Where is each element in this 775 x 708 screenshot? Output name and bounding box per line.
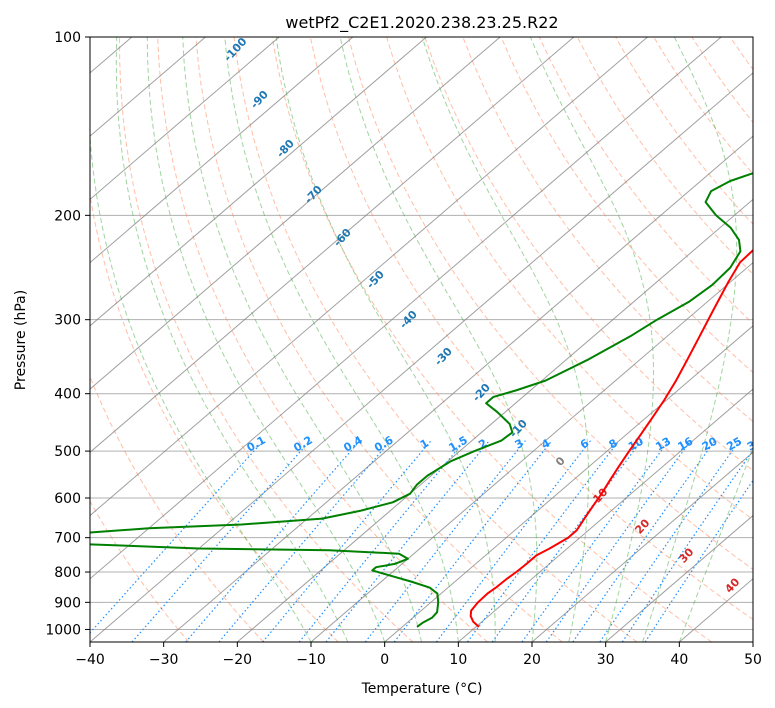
mixing-ratio-line	[298, 440, 466, 642]
mixing-ratio-line	[467, 440, 620, 642]
mixing-ratio-line	[572, 440, 716, 642]
isotherm-line	[90, 72, 753, 642]
plot-background	[90, 37, 753, 642]
x-tick-label: −40	[75, 652, 105, 668]
dry-adiabat-line	[90, 192, 339, 642]
dry-adiabat-line	[424, 37, 753, 472]
plot-frame	[89, 36, 754, 643]
x-axis-ticks: −40 −30 −20 −10 0 10 20 30 40 50	[75, 642, 762, 668]
dewpoint-profile-line	[90, 172, 753, 628]
y-tick-label: 400	[54, 387, 81, 403]
moist-adiabat-line	[642, 37, 738, 642]
isotherm-line	[458, 388, 753, 642]
x-tick-label: 30	[597, 652, 615, 668]
isotherm-line	[531, 451, 753, 642]
isotherm-line	[384, 325, 753, 642]
y-tick-label: 600	[54, 491, 81, 507]
moist-adiabat-line	[678, 446, 753, 642]
y-axis-label: Pressure (hPa)	[13, 290, 29, 390]
x-tick-label: 10	[449, 652, 467, 668]
x-tick-label: −20	[223, 652, 253, 668]
x-axis-label: Temperature (°C)	[361, 681, 483, 697]
y-tick-label: 500	[54, 444, 81, 460]
isotherm-line	[163, 135, 753, 642]
moist-adiabat-line	[224, 37, 459, 642]
moist-adiabat-line	[275, 37, 496, 642]
mixing-ratio-line	[90, 440, 264, 634]
x-tick-label: 0	[380, 652, 389, 668]
moist-adiabat-line	[115, 37, 349, 642]
dry-adiabat-line	[233, 37, 638, 642]
x-tick-label: 50	[744, 652, 762, 668]
moist-adiabat-line	[146, 37, 386, 642]
profile-lines	[90, 172, 753, 628]
moist-adiabat-line	[182, 37, 422, 642]
isotherm-line	[237, 198, 753, 642]
y-tick-label: 1000	[45, 622, 81, 638]
isotherm-line	[90, 37, 354, 264]
isotherm-line	[90, 37, 648, 517]
x-tick-label: −10	[296, 652, 326, 668]
isotherm-line	[90, 37, 427, 327]
isotherm-line	[605, 514, 753, 642]
mixing-ratio-line	[393, 440, 553, 642]
y-tick-label: 800	[54, 565, 81, 581]
isotherm-line	[90, 37, 575, 453]
isotherm-line	[310, 261, 753, 642]
moist-adiabat-line	[421, 37, 589, 642]
mixing-ratio-line	[185, 440, 361, 642]
dry-adiabat-line	[90, 375, 264, 642]
y-tick-label: 300	[54, 313, 81, 329]
y-tick-label: 100	[54, 30, 81, 46]
mixing-ratio-line	[621, 449, 753, 642]
dry-adiabat-line	[195, 37, 563, 642]
moist-adiabat-line	[529, 37, 654, 642]
isotherm-line	[90, 37, 501, 390]
temperature-profile-line	[469, 248, 753, 628]
dry-adiabat-line	[157, 37, 488, 642]
y-tick-label: 700	[54, 531, 81, 547]
x-tick-label: 20	[523, 652, 541, 668]
dry-adiabat-line	[500, 37, 753, 374]
mixing-ratio-line	[131, 440, 311, 642]
isotherm-line	[90, 37, 280, 201]
y-tick-label: 200	[54, 208, 81, 224]
mixing-ratio-label: 30	[745, 434, 765, 453]
isotherm-line	[90, 37, 722, 580]
mixing-ratio-line	[644, 479, 753, 642]
y-axis-ticks: 100 200 300 400 500 600 700 800 900 1000	[45, 30, 90, 638]
mixing-ratio-line	[521, 440, 670, 642]
y-tick-label: 900	[54, 595, 81, 611]
x-tick-label: 40	[670, 652, 688, 668]
chart-title: wetPf2_C2E1.2020.238.23.25.R22	[285, 13, 558, 33]
moist-adiabat-line	[339, 37, 538, 642]
x-tick-label: −30	[149, 652, 179, 668]
dry-adiabat-line	[271, 37, 712, 642]
mixing-ratio-line	[599, 440, 740, 642]
background-lines	[90, 37, 753, 642]
mixing-ratio-line	[325, 440, 490, 642]
dry-adiabat-line	[309, 37, 753, 621]
